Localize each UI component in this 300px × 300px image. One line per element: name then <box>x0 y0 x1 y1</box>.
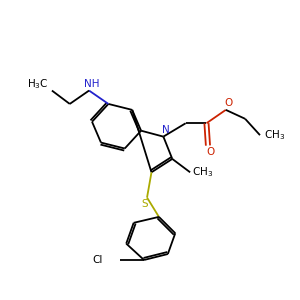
Text: H$_3$C: H$_3$C <box>27 77 48 91</box>
Text: CH$_3$: CH$_3$ <box>192 165 213 179</box>
Text: S: S <box>141 199 148 209</box>
Text: O: O <box>206 147 214 157</box>
Text: Cl: Cl <box>92 255 102 265</box>
Text: NH: NH <box>84 79 100 89</box>
Text: N: N <box>162 125 169 135</box>
Text: O: O <box>224 98 232 108</box>
Text: CH$_3$: CH$_3$ <box>264 128 285 142</box>
